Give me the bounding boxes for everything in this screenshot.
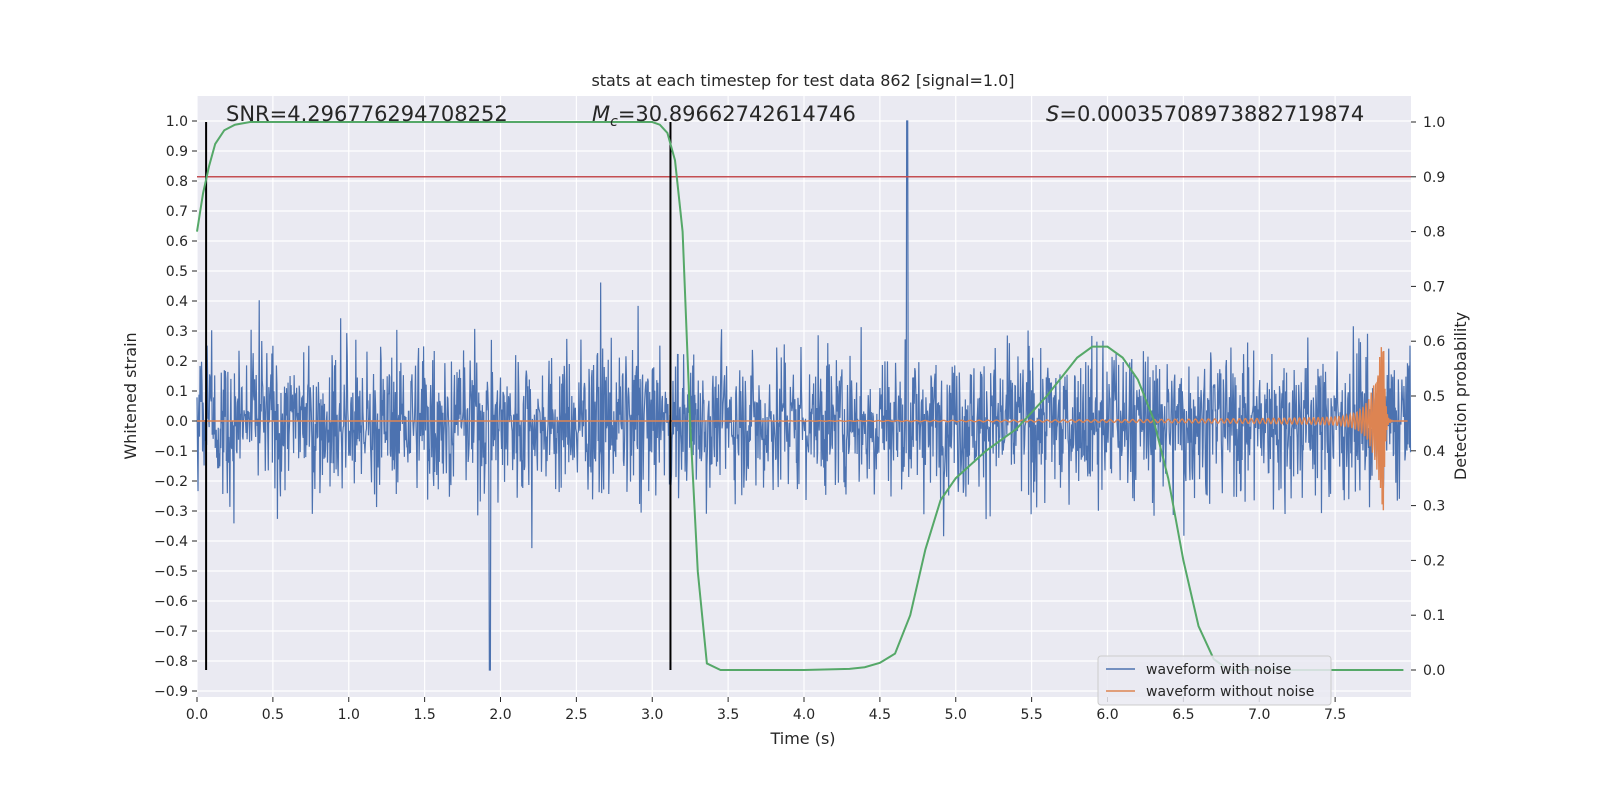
mc-value: =30.89662742614746 (618, 102, 856, 126)
x-tick-label-10: 5.0 (945, 707, 967, 723)
clean-waveform-line (197, 347, 1408, 511)
x-tick-label-2: 1.0 (338, 707, 360, 723)
s-symbol: S (1046, 102, 1059, 126)
y-right-tick-label-0: 0.0 (1423, 663, 1445, 679)
y-left-tick-label-14: 0.5 (166, 264, 188, 280)
snr-annotation: SNR=4.296776294708252 (226, 102, 508, 126)
x-axis-label: Time (s) (769, 729, 835, 748)
legend-label-signal: waveform without noise (1146, 684, 1314, 700)
vertical-markers (205, 122, 672, 670)
y-left-tick-label-12: 0.3 (166, 324, 188, 340)
y-left-tick-label-13: 0.4 (166, 294, 188, 310)
y-right-tick-label-5: 0.5 (1423, 389, 1445, 405)
y-right-tick-label-3: 0.3 (1423, 499, 1445, 515)
s-value: =0.0003570897388271987​4 (1059, 102, 1364, 126)
axes: 0.0 0.5 1.0 1.5 2.0 2.5 3.0 3.5 4.0 4.5 5.0 5.5 6.0 6… (154, 114, 1445, 723)
y-left-tick-label-8: −0.1 (154, 444, 188, 460)
x-tick-label-5: 2.5 (565, 707, 587, 723)
y-left-tick-label-5: −0.4 (154, 534, 188, 550)
y-left-tick-label-9: 0.0 (166, 414, 188, 430)
y-left-tick-label-7: −0.2 (154, 474, 188, 490)
legend-box (1097, 655, 1332, 706)
x-tick-label-14: 7.0 (1248, 707, 1270, 723)
x-tick-label-15: 7.5 (1324, 707, 1346, 723)
x-tick-label-9: 4.5 (869, 707, 891, 723)
y-left-tick-label-0: −0.9 (154, 684, 188, 700)
probability-line (196, 121, 1404, 671)
x-tick-label-11: 5.5 (1020, 707, 1042, 723)
y-left-tick-label-11: 0.2 (166, 354, 188, 370)
x-tick-label-0: 0.0 (186, 707, 208, 723)
chirp-mass-annotation: Mc=30.89662742614746 (592, 102, 856, 130)
y-right-tick-label-8: 0.8 (1423, 225, 1445, 241)
x-tick-label-3: 1.5 (413, 707, 435, 723)
y-right-tick-label-6: 0.6 (1423, 334, 1445, 350)
y-left-tick-label-1: −0.8 (154, 654, 188, 670)
legend: waveform with noise waveform without noi… (1097, 655, 1332, 706)
y-axis-label-right: Detection probability (1451, 312, 1470, 480)
probability (196, 121, 1404, 671)
y-left-tick-label-16: 0.7 (166, 204, 188, 220)
noise-waveform-line (196, 120, 1412, 671)
mc-symbol: M (592, 102, 610, 126)
x-tick-label-4: 2.0 (489, 707, 511, 723)
x-tick-label-1: 0.5 (262, 707, 284, 723)
x-tick-label-13: 6.5 (1172, 707, 1194, 723)
y-right-tick-label-10: 1.0 (1423, 115, 1445, 131)
y-left-tick-label-2: −0.7 (154, 624, 188, 640)
s-annotation: S=0.0003570897388271987​4 (1046, 102, 1364, 126)
clean-waveform (197, 347, 1408, 511)
x-tick-label-7: 3.5 (717, 707, 739, 723)
legend-label-noise: waveform with noise (1146, 662, 1291, 678)
x-tick-label-8: 4.0 (793, 707, 815, 723)
mc-subscript: c (610, 114, 618, 130)
y-left-tick-label-6: −0.3 (154, 504, 188, 520)
y-left-tick-label-17: 0.8 (166, 174, 188, 190)
y-left-tick-label-3: −0.6 (154, 594, 188, 610)
noise-waveform (196, 120, 1412, 671)
y-right-tick-label-4: 0.4 (1423, 444, 1445, 460)
y-left-tick-label-10: 0.1 (166, 384, 188, 400)
x-tick-label-6: 3.0 (641, 707, 663, 723)
y-right-tick-label-1: 0.1 (1423, 608, 1445, 624)
y-axis-label-left: Whitened strain (121, 332, 140, 459)
x-tick-label-12: 6.0 (1096, 707, 1118, 723)
y-left-tick-label-4: −0.5 (154, 564, 188, 580)
y-left-tick-label-15: 0.6 (166, 234, 188, 250)
y-left-tick-label-18: 0.9 (166, 144, 188, 160)
y-right-tick-label-2: 0.2 (1423, 553, 1445, 569)
y-right-tick-label-7: 0.7 (1423, 279, 1445, 295)
y-left-tick-label-19: 1.0 (166, 114, 188, 130)
chart-title: stats at each timestep for test data 862… (591, 71, 1014, 90)
y-right-tick-label-9: 0.9 (1423, 170, 1445, 186)
